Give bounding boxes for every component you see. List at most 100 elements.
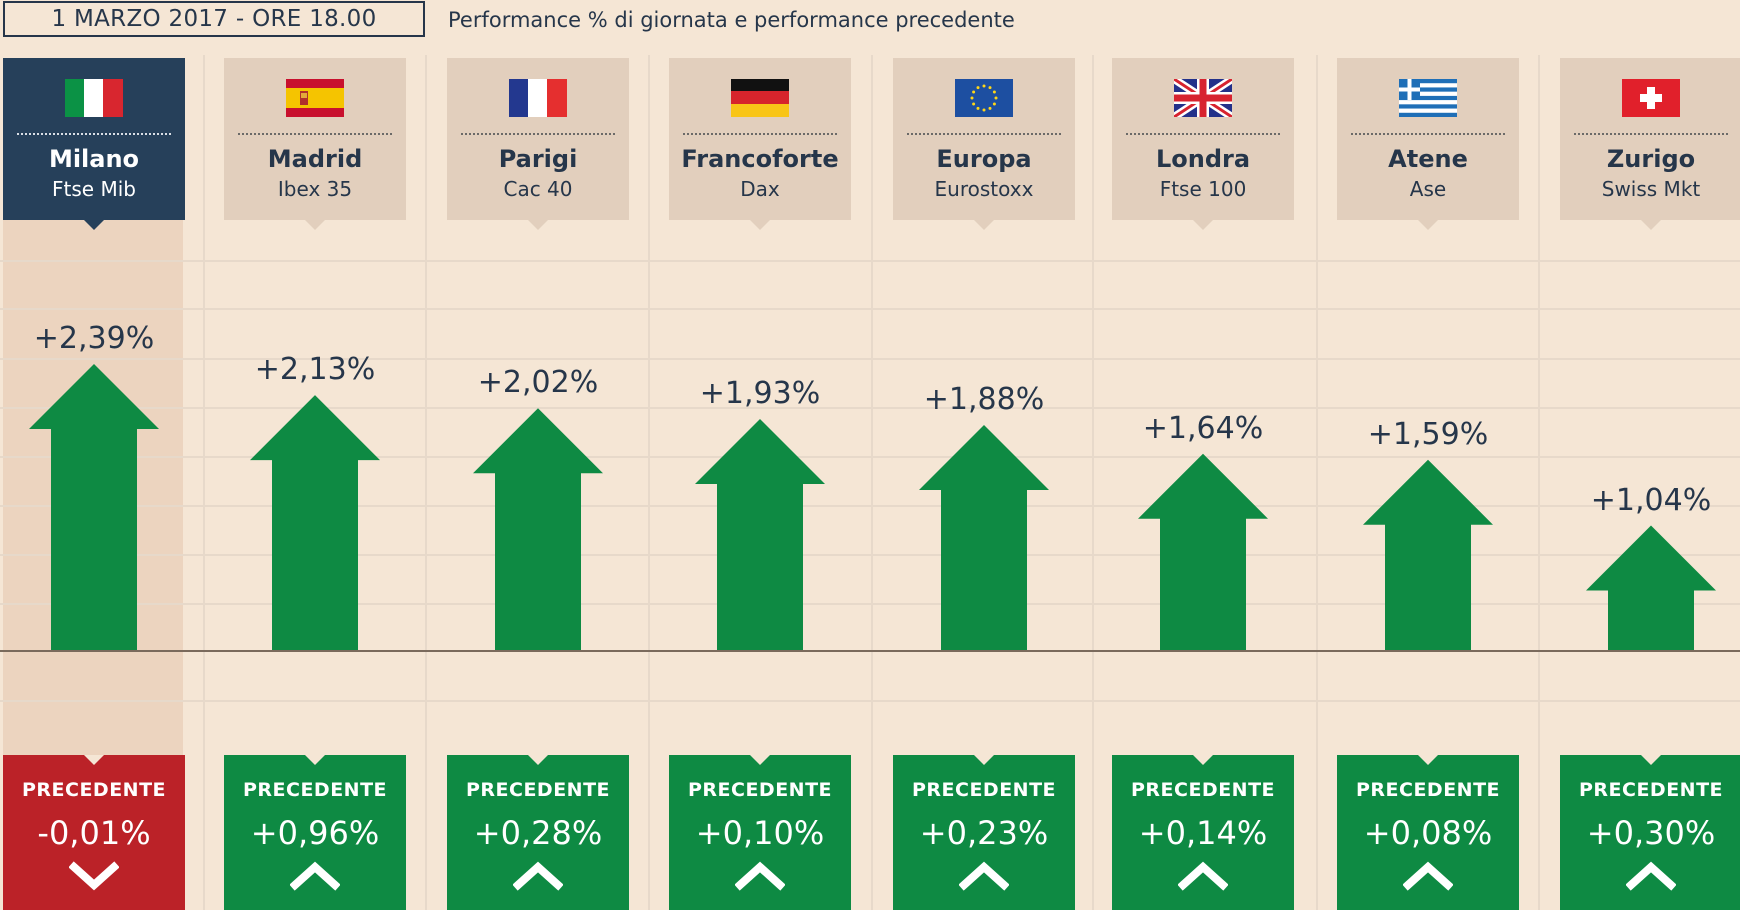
grid-line: [0, 603, 1740, 605]
card-pointer: [750, 220, 770, 230]
value-label: +1,04%: [1590, 482, 1712, 518]
grid-line: [0, 456, 1740, 458]
bar-arrow-madrid: [250, 395, 380, 650]
market-index: Ftse Mib: [52, 177, 136, 201]
card-pointer: [84, 220, 104, 230]
column-divider: [871, 55, 873, 910]
column-divider: [425, 55, 427, 910]
column-divider: [648, 55, 650, 910]
grid-line: [0, 308, 1740, 310]
column-divider: [1092, 55, 1094, 910]
previous-label: PRECEDENTE: [1355, 779, 1501, 801]
market-index: Eurostoxx: [934, 177, 1034, 201]
card-pointer: [1193, 755, 1213, 765]
previous-value: +0,14%: [1138, 814, 1268, 852]
grid-line: [0, 554, 1740, 556]
market-card-atene: Atene Ase: [1337, 58, 1519, 230]
chevron-up-icon: [734, 861, 786, 891]
previous-value: -0,01%: [37, 814, 151, 852]
bar-arrow-atene: [1363, 459, 1493, 650]
france-flag-icon: [509, 79, 567, 117]
previous-label: PRECEDENTE: [242, 779, 388, 801]
card-pointer: [1641, 755, 1661, 765]
previous-card-francoforte: PRECEDENTE +0,10%: [669, 755, 851, 910]
bar-arrow-francoforte: [695, 419, 825, 650]
card-pointer: [305, 755, 325, 765]
market-index: Ftse 100: [1159, 177, 1247, 201]
dotted-divider: [17, 133, 171, 135]
market-index: Ase: [1409, 177, 1447, 201]
previous-card-londra: PRECEDENTE +0,14%: [1112, 755, 1294, 910]
previous-label: PRECEDENTE: [911, 779, 1057, 801]
uk-flag-icon: [1174, 79, 1232, 117]
market-index: Ibex 35: [277, 177, 353, 201]
spain-flag-icon: [286, 79, 344, 117]
dotted-divider: [238, 133, 392, 135]
market-index: Swiss Mkt: [1601, 177, 1701, 201]
zero-baseline: [0, 650, 1740, 652]
market-city: Atene: [1388, 145, 1468, 173]
bar-arrow-parigi: [473, 408, 603, 650]
previous-value: +0,08%: [1363, 814, 1493, 852]
bar-arrow-europa: [919, 425, 1049, 650]
market-city: Madrid: [267, 145, 363, 173]
grid-line: [0, 358, 1740, 360]
market-city: Francoforte: [681, 145, 839, 173]
grid-line: [0, 700, 1740, 702]
card-pointer: [528, 220, 548, 230]
previous-card-atene: PRECEDENTE +0,08%: [1337, 755, 1519, 910]
bar-arrow-milano: [29, 364, 159, 650]
card-pointer: [528, 755, 548, 765]
market-card-parigi: Parigi Cac 40: [447, 58, 629, 230]
market-card-europa: Europa Eurostoxx: [893, 58, 1075, 230]
card-pointer: [84, 755, 104, 765]
card-pointer: [1418, 220, 1438, 230]
previous-label: PRECEDENTE: [21, 779, 167, 801]
grid-line: [0, 260, 1740, 262]
market-card-francoforte: Francoforte Dax: [669, 58, 851, 230]
market-city: Europa: [936, 145, 1032, 173]
previous-value: +0,23%: [919, 814, 1049, 852]
card-pointer: [974, 755, 994, 765]
market-card-milano: Milano Ftse Mib: [3, 58, 185, 230]
market-card-madrid: Madrid Ibex 35: [224, 58, 406, 230]
market-card-zurigo: Zurigo Swiss Mkt: [1560, 58, 1740, 230]
previous-card-madrid: PRECEDENTE +0,96%: [224, 755, 406, 910]
market-index: Dax: [740, 177, 780, 201]
chevron-up-icon: [958, 861, 1010, 891]
column-divider: [1316, 55, 1318, 910]
card-pointer: [305, 220, 325, 230]
card-pointer: [1193, 220, 1213, 230]
card-pointer: [974, 220, 994, 230]
previous-card-milano: PRECEDENTE -0,01%: [3, 755, 185, 910]
dotted-divider: [461, 133, 615, 135]
market-city: Londra: [1155, 145, 1251, 173]
germany-flag-icon: [731, 79, 789, 117]
grid-line: [0, 505, 1740, 507]
previous-card-europa: PRECEDENTE +0,23%: [893, 755, 1075, 910]
switzerland-flag-icon: [1622, 79, 1680, 117]
market-city: Zurigo: [1606, 145, 1696, 173]
chevron-down-icon: [68, 861, 120, 891]
previous-label: PRECEDENTE: [1130, 779, 1276, 801]
previous-value: +0,30%: [1586, 814, 1716, 852]
bar-arrow-zurigo: [1586, 525, 1716, 650]
market-city: Milano: [48, 145, 140, 173]
dotted-divider: [1126, 133, 1280, 135]
column-divider: [1538, 55, 1540, 910]
card-pointer: [1418, 755, 1438, 765]
previous-label: PRECEDENTE: [1578, 779, 1724, 801]
card-pointer: [750, 755, 770, 765]
market-card-londra: Londra Ftse 100: [1112, 58, 1294, 230]
value-label: +1,88%: [923, 382, 1045, 418]
column-divider: [203, 55, 205, 910]
value-label: +2,02%: [477, 365, 599, 401]
chevron-up-icon: [512, 861, 564, 891]
card-pointer: [1641, 220, 1661, 230]
dotted-divider: [907, 133, 1061, 135]
date-box: 1 MARZO 2017 - ORE 18.00: [3, 1, 425, 37]
chevron-up-icon: [1625, 861, 1677, 891]
chevron-up-icon: [1402, 861, 1454, 891]
